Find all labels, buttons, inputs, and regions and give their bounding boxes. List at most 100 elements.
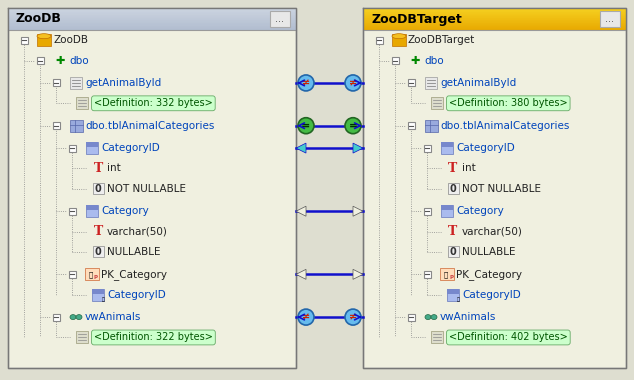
- Bar: [363, 21, 626, 22]
- Bar: [8, 14, 296, 16]
- Text: getAnimalById: getAnimalById: [440, 78, 516, 88]
- Bar: [363, 25, 626, 26]
- Text: ≠: ≠: [349, 78, 357, 88]
- Bar: [8, 24, 296, 25]
- Bar: [8, 25, 296, 26]
- Bar: [363, 26, 626, 28]
- Bar: [441, 205, 453, 210]
- Bar: [8, 24, 296, 25]
- Text: ≠: ≠: [302, 312, 310, 322]
- Bar: [441, 205, 453, 217]
- Bar: [8, 28, 296, 29]
- Bar: [37, 57, 44, 64]
- Bar: [424, 208, 430, 215]
- Ellipse shape: [425, 315, 431, 320]
- Text: ZooDB: ZooDB: [16, 13, 62, 25]
- Circle shape: [345, 118, 361, 134]
- Text: =: =: [301, 121, 311, 131]
- Bar: [375, 37, 382, 44]
- Bar: [363, 11, 626, 12]
- Bar: [363, 8, 626, 9]
- Bar: [93, 183, 103, 194]
- Bar: [363, 10, 626, 11]
- Bar: [93, 247, 103, 257]
- Text: vwAnimals: vwAnimals: [440, 312, 496, 322]
- Text: ✚: ✚: [55, 55, 65, 65]
- Bar: [8, 10, 296, 11]
- Text: P: P: [94, 275, 98, 280]
- Bar: [363, 23, 626, 24]
- Text: dbo.tblAnimalCategories: dbo.tblAnimalCategories: [85, 121, 214, 131]
- Text: T: T: [93, 225, 103, 238]
- Bar: [363, 15, 626, 17]
- Text: PK_Category: PK_Category: [101, 269, 167, 280]
- Text: ...: ...: [605, 14, 614, 24]
- Bar: [600, 11, 620, 27]
- Text: <Definition: 402 bytes>: <Definition: 402 bytes>: [449, 332, 568, 342]
- Bar: [8, 18, 296, 19]
- Bar: [8, 26, 296, 28]
- Circle shape: [345, 309, 361, 325]
- Bar: [8, 16, 296, 17]
- Text: ZooDB: ZooDB: [53, 35, 88, 45]
- Polygon shape: [353, 143, 363, 153]
- Text: varchar(50): varchar(50): [462, 226, 523, 237]
- Bar: [76, 97, 88, 109]
- Circle shape: [298, 118, 314, 134]
- Bar: [424, 145, 430, 152]
- Text: Category: Category: [101, 206, 149, 216]
- Bar: [86, 142, 98, 154]
- Bar: [363, 19, 626, 20]
- Bar: [8, 17, 296, 19]
- Text: CategoryID: CategoryID: [107, 290, 165, 300]
- Bar: [70, 120, 82, 132]
- Text: int: int: [107, 163, 120, 173]
- Circle shape: [298, 75, 314, 91]
- Polygon shape: [353, 269, 363, 279]
- Text: 🔑: 🔑: [444, 271, 448, 278]
- Text: getAnimalById: getAnimalById: [85, 78, 161, 88]
- Bar: [86, 142, 98, 147]
- Text: ZooDBTarget: ZooDBTarget: [371, 13, 462, 25]
- Bar: [68, 271, 75, 278]
- Bar: [448, 183, 458, 194]
- Text: varchar(50): varchar(50): [107, 226, 168, 237]
- Text: ≠: ≠: [349, 312, 357, 322]
- Bar: [363, 24, 626, 25]
- Bar: [431, 331, 443, 344]
- Text: T: T: [448, 162, 458, 175]
- Bar: [8, 27, 296, 28]
- Text: dbo: dbo: [424, 55, 444, 65]
- Bar: [431, 97, 443, 109]
- Bar: [92, 289, 104, 294]
- Text: vwAnimals: vwAnimals: [85, 312, 141, 322]
- Bar: [53, 314, 60, 321]
- Bar: [363, 16, 626, 17]
- Text: 🔑: 🔑: [89, 271, 93, 278]
- Ellipse shape: [76, 315, 82, 320]
- Text: dbo.tblAnimalCategories: dbo.tblAnimalCategories: [440, 121, 569, 131]
- Bar: [447, 289, 459, 301]
- Text: dbo: dbo: [69, 55, 89, 65]
- Bar: [440, 268, 454, 280]
- Text: NULLABLE: NULLABLE: [462, 247, 515, 257]
- Bar: [8, 25, 296, 27]
- Bar: [70, 77, 82, 89]
- Text: CategoryID: CategoryID: [456, 143, 515, 153]
- Bar: [363, 10, 626, 11]
- Text: ✚: ✚: [410, 55, 420, 65]
- Bar: [8, 12, 296, 13]
- Text: T: T: [93, 162, 103, 175]
- Bar: [86, 205, 98, 217]
- Bar: [8, 9, 296, 10]
- Bar: [8, 28, 296, 30]
- Bar: [8, 8, 296, 368]
- Bar: [8, 21, 296, 22]
- Bar: [408, 79, 415, 86]
- Bar: [68, 208, 75, 215]
- Text: ZooDBTarget: ZooDBTarget: [408, 35, 476, 45]
- Bar: [53, 79, 60, 86]
- Text: NOT NULLABLE: NOT NULLABLE: [462, 184, 541, 194]
- Bar: [8, 11, 296, 12]
- Bar: [363, 8, 626, 368]
